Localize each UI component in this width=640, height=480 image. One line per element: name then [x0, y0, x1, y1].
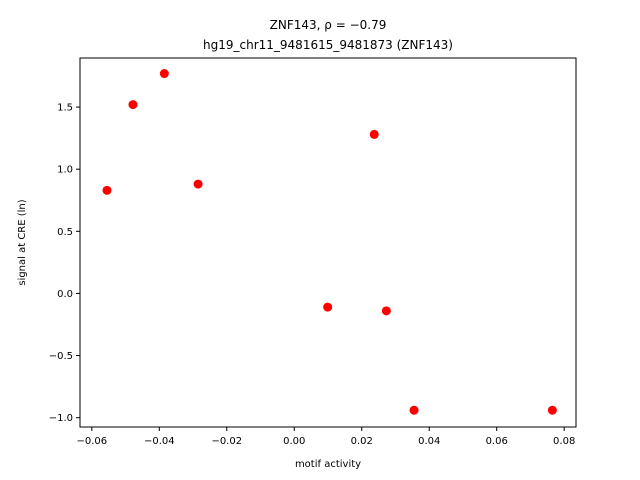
x-tick-label: 0.00 [283, 436, 305, 447]
x-tick-label: 0.04 [418, 436, 440, 447]
y-axis: −1.0 −0.5 0.0 0.5 1.0 1.5 [49, 103, 80, 424]
data-point [128, 100, 138, 110]
y-tick-label: 1.5 [57, 103, 73, 114]
data-point [193, 179, 203, 189]
x-tick-label: 0.06 [486, 436, 508, 447]
axes-frame [79, 57, 577, 428]
x-tick-label: −0.06 [76, 436, 107, 447]
chart-title-line2: hg19_chr11_9481615_9481873 (ZNF143) [203, 38, 453, 52]
chart-title-line1: ZNF143, ρ = −0.79 [270, 18, 387, 32]
data-point [547, 405, 557, 415]
x-axis: −0.06 −0.04 −0.02 0.00 0.02 0.04 0.06 0.08 [76, 427, 575, 447]
data-points [102, 69, 557, 415]
data-point [159, 69, 169, 79]
data-point [323, 302, 333, 312]
data-point [369, 129, 379, 139]
x-tick-label: −0.04 [144, 436, 175, 447]
y-tick-label: 1.0 [57, 165, 73, 176]
data-point [381, 306, 391, 316]
y-tick-label: 0.5 [57, 227, 73, 238]
x-tick-label: 0.08 [553, 436, 575, 447]
y-tick-label: −1.0 [49, 413, 73, 424]
y-tick-label: 0.0 [57, 289, 73, 300]
x-tick-label: 0.02 [351, 436, 373, 447]
data-point [102, 185, 112, 195]
y-axis-label: signal at CRE (ln) [17, 199, 28, 285]
y-tick-label: −0.5 [49, 351, 73, 362]
x-tick-label: −0.02 [211, 436, 242, 447]
data-point [409, 405, 419, 415]
x-axis-label: motif activity [295, 459, 361, 470]
